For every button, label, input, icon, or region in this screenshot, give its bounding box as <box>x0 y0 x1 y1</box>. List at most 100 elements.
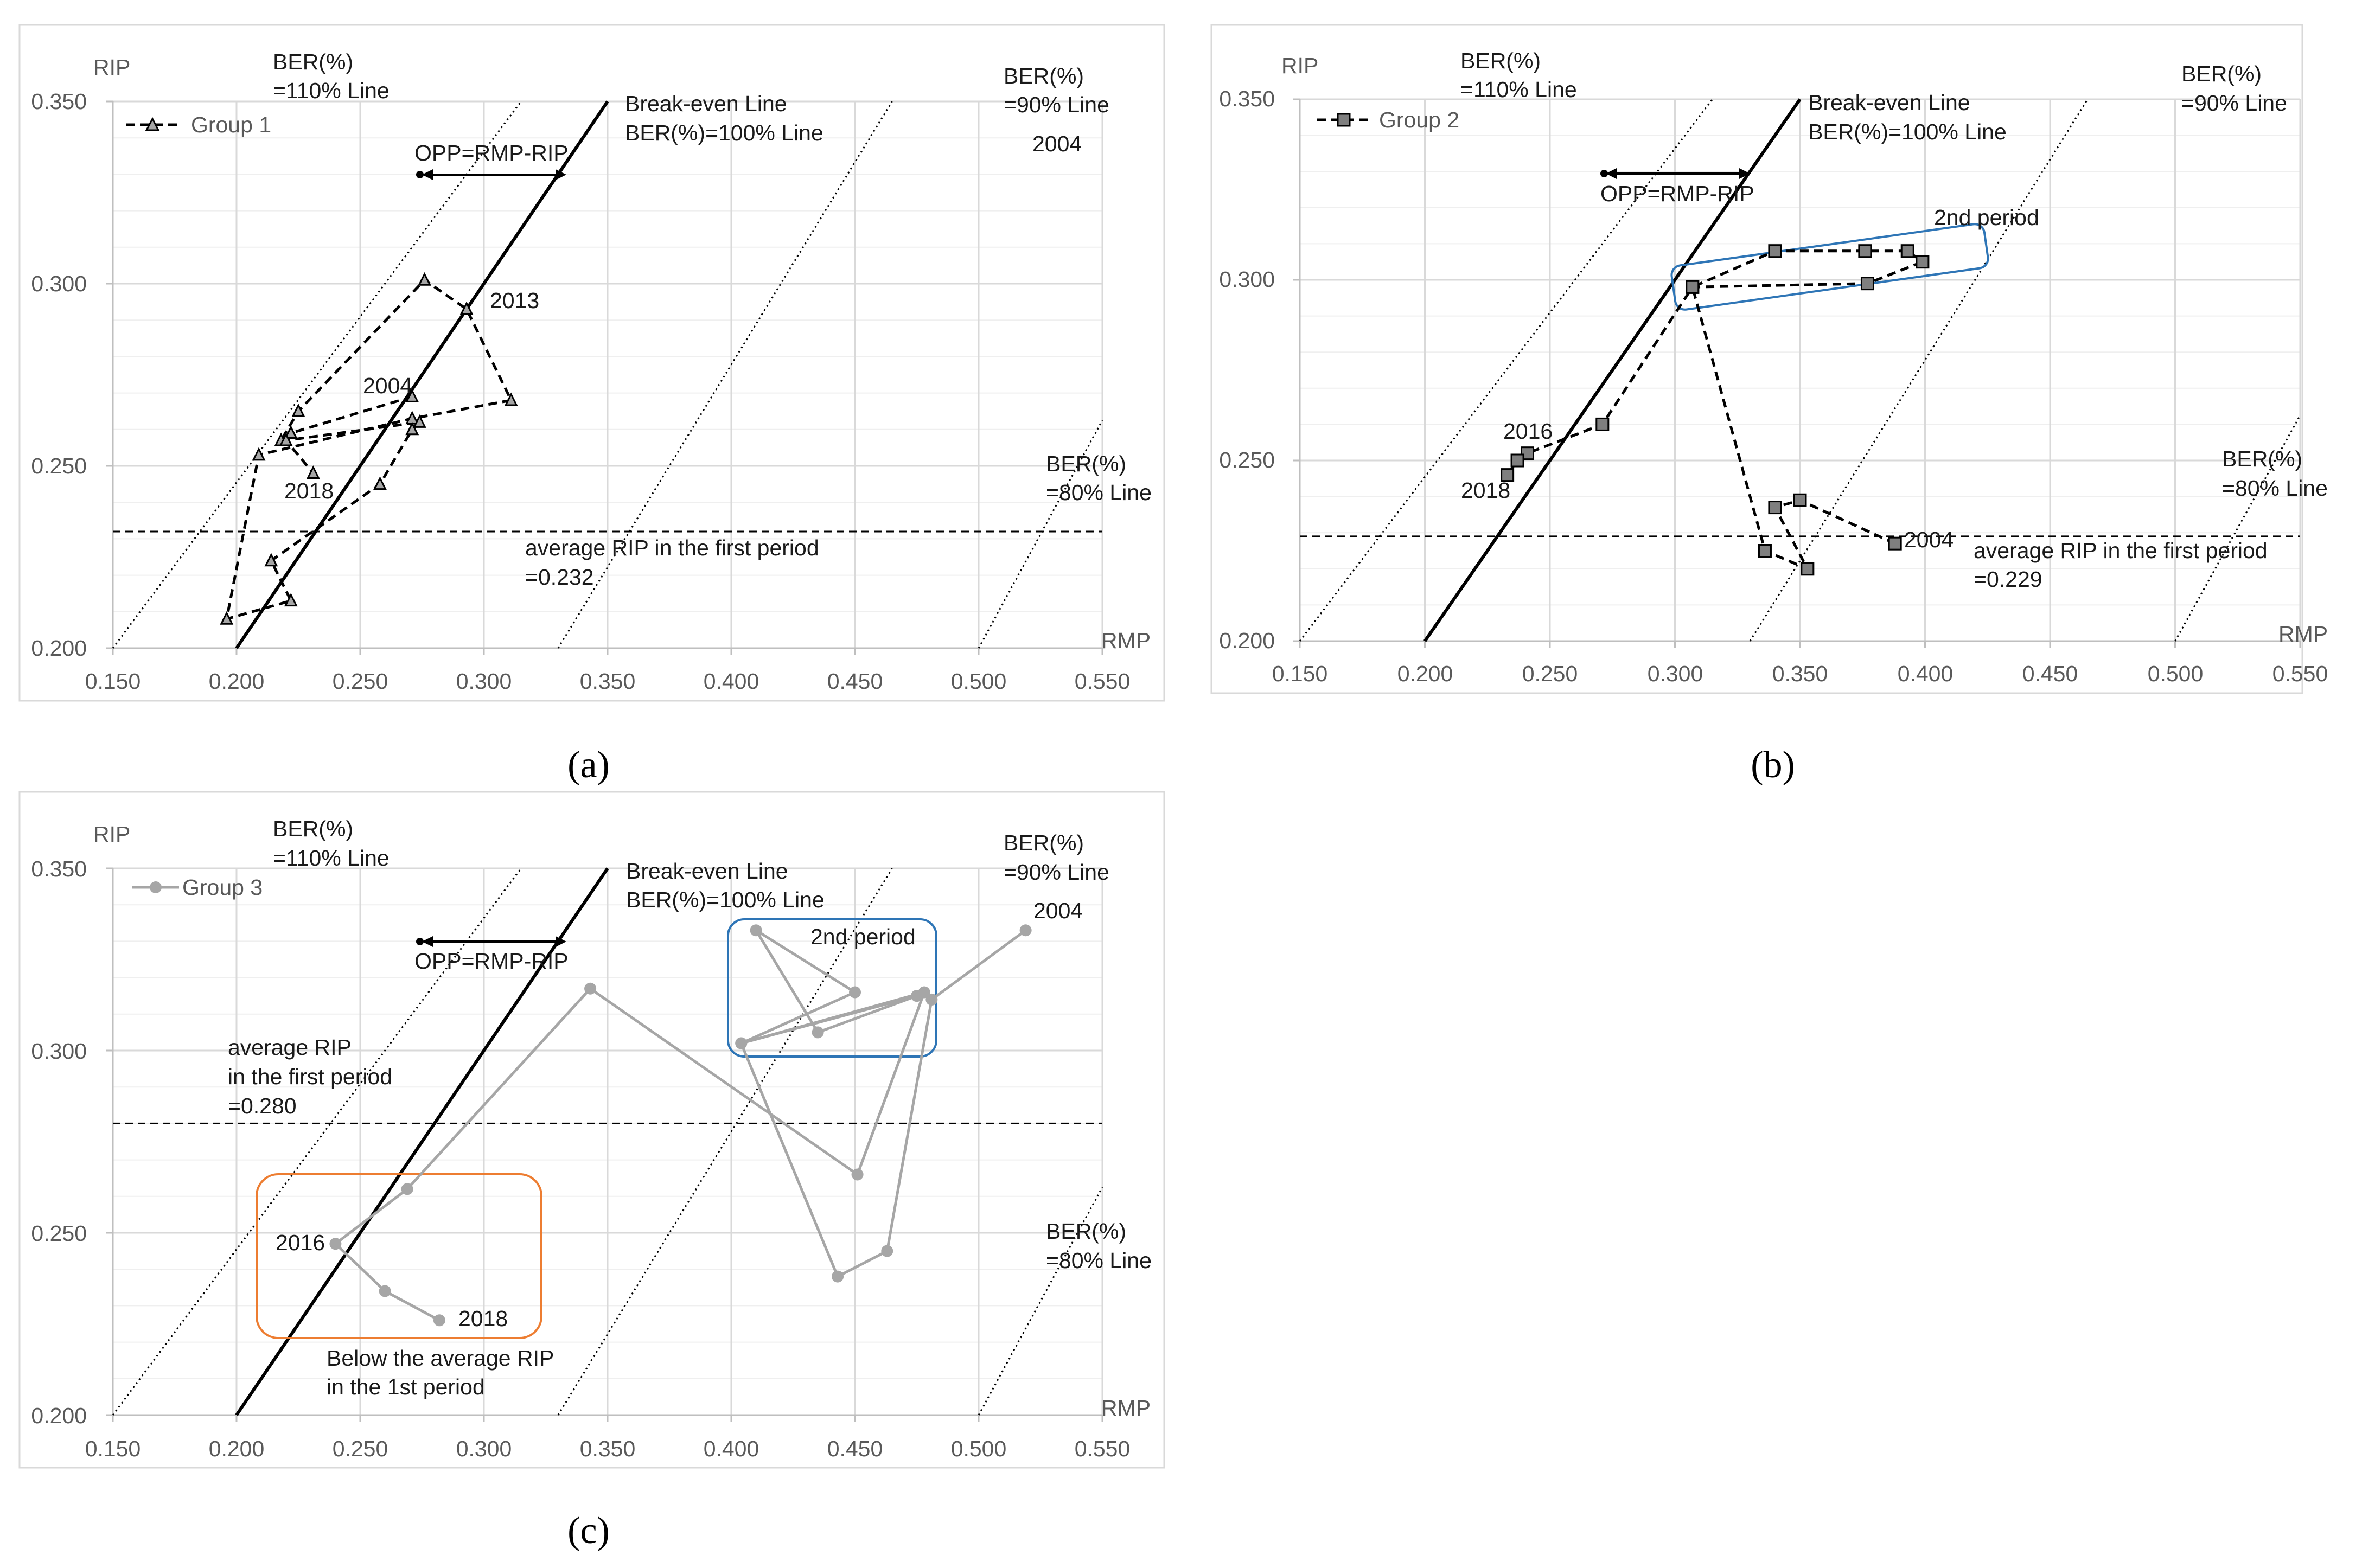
ber80-label: =80% Line <box>1046 480 1152 505</box>
data-point <box>405 388 419 402</box>
x-tick-label: 0.300 <box>1648 661 1703 686</box>
panel-c-x-axis-label: RMP <box>1101 1396 1151 1420</box>
y-tick-label: 0.350 <box>1219 86 1275 111</box>
ber-line <box>2174 415 2301 642</box>
panel-a-opp-arrow: OPP=RMP-RIP <box>414 140 569 180</box>
break-even-line <box>235 100 609 649</box>
panel-c-legend: Group 3 <box>132 875 263 900</box>
data-point <box>1595 417 1610 431</box>
data-point <box>291 403 305 417</box>
opp-arrow-left <box>1606 168 1617 179</box>
data-point <box>1019 924 1032 937</box>
panel-b-y-ticks: 0.200 0.250 0.300 0.350 <box>1219 86 1275 653</box>
y-tick-label: 0.250 <box>31 1221 87 1246</box>
data-point <box>918 986 930 999</box>
second-period-label: 2nd period <box>810 924 916 949</box>
legend-marker <box>150 881 162 893</box>
panel-b-x-ticks: 0.150 0.200 0.250 0.300 0.350 0.400 0.45… <box>1272 661 2328 686</box>
breakeven-label: Break-even Line <box>625 91 787 116</box>
avg-label: average RIP in the first period <box>1974 538 2268 563</box>
data-point <box>284 593 298 607</box>
ber-line <box>978 420 1103 649</box>
panel-c-ber-lines <box>112 867 1103 1416</box>
second-period-label: 2nd period <box>1934 205 2039 230</box>
x-tick-label: 0.350 <box>580 669 636 694</box>
x-tick-label: 0.500 <box>951 1436 1007 1461</box>
data-point <box>306 465 320 479</box>
ber-line <box>978 1187 1103 1416</box>
x-tick-label: 0.550 <box>2272 661 2328 686</box>
year-2018-label: 2018 <box>1461 478 1510 503</box>
panel-a-series <box>220 272 518 625</box>
opp-arrow-right <box>556 936 566 947</box>
data-point <box>1801 562 1815 576</box>
panel-a-x-ticks: 0.150 0.200 0.250 0.300 0.350 0.400 0.45… <box>85 669 1131 694</box>
opp-arrow-right <box>1739 168 1750 179</box>
data-point <box>373 476 387 490</box>
x-tick-label: 0.150 <box>85 669 141 694</box>
panel-c-opp-arrow: OPP=RMP-RIP <box>414 936 569 974</box>
panel-b-frame <box>1210 24 2303 694</box>
breakeven-label: BER(%)=100% Line <box>626 887 825 912</box>
ber110-label: BER(%) <box>273 816 353 841</box>
panel-a: RIP RMP 0.150 0.200 0.250 0.300 0.350 0.… <box>18 24 1165 786</box>
panel-a-legend: Group 1 <box>126 112 271 137</box>
data-point <box>1768 501 1782 515</box>
data-point <box>284 425 298 439</box>
panel-c-y-axis-label: RIP <box>93 822 130 847</box>
ber80-label: =80% Line <box>2222 476 2328 501</box>
avg-label: average RIP in the first period <box>525 535 819 560</box>
data-point <box>401 1183 413 1195</box>
data-point <box>1510 453 1524 468</box>
series-line <box>1506 249 1924 571</box>
data-point <box>1758 544 1772 558</box>
x-tick-label: 0.400 <box>704 669 759 694</box>
year-2016-label: 2016 <box>276 1230 325 1255</box>
opp-label: OPP=RMP-RIP <box>414 949 569 974</box>
data-point <box>405 421 419 436</box>
ber110-label: BER(%) <box>273 49 353 74</box>
ber80-label: =80% Line <box>1046 1248 1152 1273</box>
y-tick-label: 0.300 <box>31 1039 87 1064</box>
y-tick-label: 0.200 <box>1219 628 1275 653</box>
panel-a-label: (a) <box>567 744 610 786</box>
x-tick-label: 0.200 <box>1397 661 1453 686</box>
x-tick-label: 0.500 <box>2148 661 2204 686</box>
data-point <box>1860 277 1874 291</box>
panel-c-label: (c) <box>567 1510 610 1552</box>
y-tick-label: 0.250 <box>1219 447 1275 472</box>
break-even-line <box>235 867 609 1416</box>
data-point <box>1501 468 1515 482</box>
panel-a-ber-lines <box>112 100 1103 649</box>
second-period-box <box>727 918 937 1058</box>
x-tick-label: 0.350 <box>1772 661 1828 686</box>
x-tick-label: 0.450 <box>827 1436 883 1461</box>
ber-line <box>112 101 522 649</box>
ber110-label: BER(%) <box>1460 48 1541 73</box>
year-2004-label: 2004 <box>363 373 412 398</box>
panel-c-x-ticks: 0.150 0.200 0.250 0.300 0.350 0.400 0.45… <box>85 1436 1131 1461</box>
x-tick-label: 0.200 <box>209 1436 265 1461</box>
data-point <box>881 1245 893 1257</box>
x-tick-label: 0.450 <box>2022 661 2078 686</box>
below-average-box <box>256 1173 542 1339</box>
panel-b-ber-lines <box>1299 98 2301 642</box>
data-point <box>252 447 266 461</box>
legend-marker <box>1337 113 1351 127</box>
panel-c-axes <box>106 867 1103 1422</box>
data-point <box>1793 493 1807 507</box>
x-tick-label: 0.500 <box>951 669 1007 694</box>
legend-label: Group 3 <box>182 875 263 900</box>
x-tick-label: 0.400 <box>1898 661 1954 686</box>
ber110-label: =110% Line <box>1460 77 1577 102</box>
data-point <box>264 553 278 567</box>
data-point <box>379 1285 391 1297</box>
ber90-label: BER(%) <box>2181 61 2262 86</box>
ber-line <box>1299 99 1713 642</box>
year-2004-label: 2004 <box>1033 898 1083 923</box>
year-2016-label: 2016 <box>1503 419 1553 444</box>
x-tick-label: 0.200 <box>209 669 265 694</box>
opp-arrow-right <box>556 169 566 180</box>
ber110-label: =110% Line <box>273 78 390 103</box>
